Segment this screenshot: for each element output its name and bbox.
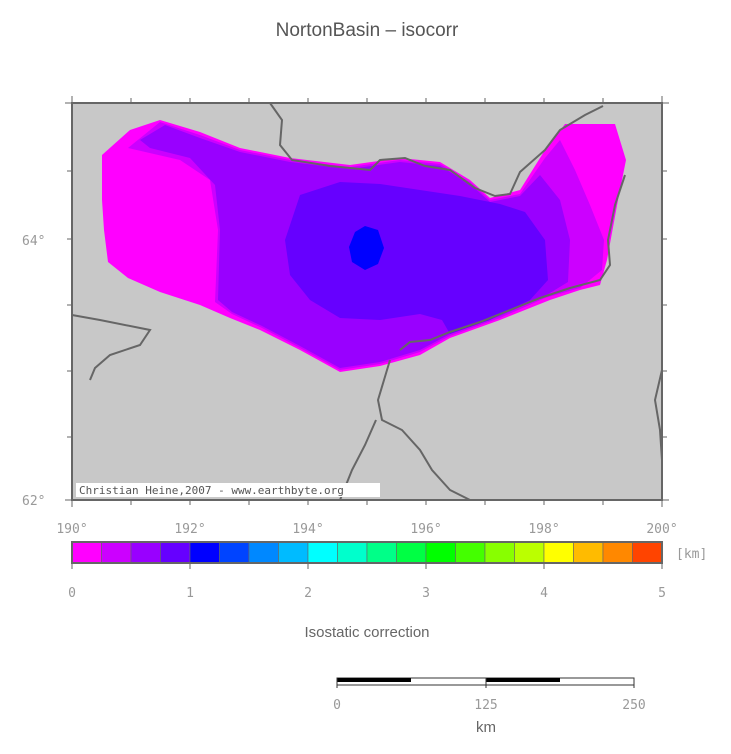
lon-label-190: 190° — [56, 522, 87, 537]
scalebar-unit: km — [476, 719, 496, 736]
colorbar-cell — [573, 541, 604, 564]
lon-label-198: 198° — [528, 522, 559, 537]
coastline-south — [376, 359, 471, 501]
colorbar-cell — [632, 541, 663, 564]
colorbar-cell — [455, 541, 486, 564]
credit-background — [76, 483, 380, 497]
map-panel: Christian Heine,2007 - www.earthbyte.org — [71, 102, 663, 501]
coastline-north — [269, 102, 604, 198]
colorbar-cell — [71, 541, 102, 564]
colorbar-cell — [160, 541, 191, 564]
coastline-east — [399, 174, 626, 351]
colorbar-cell — [514, 541, 545, 564]
colorbar — [71, 541, 663, 569]
coastline-west — [71, 314, 152, 381]
colorbar-unit: [km] — [676, 547, 707, 562]
colorbar-cell — [307, 541, 338, 564]
map-title: NortonBasin – isocorr — [276, 20, 459, 41]
lon-label-200: 200° — [646, 522, 677, 537]
scalebar-label-0: 0 — [333, 698, 341, 713]
basin-zone-indigo — [285, 182, 548, 334]
colorbar-cell — [366, 541, 397, 564]
colorbar-cell — [396, 541, 427, 564]
colorbar-label-2: 2 — [304, 586, 312, 601]
colorbar-label-4: 4 — [540, 586, 548, 601]
frame-ticks — [65, 96, 669, 507]
lon-label-192: 192° — [174, 522, 205, 537]
lat-label-64: 64° — [22, 234, 45, 249]
colorbar-cell — [543, 541, 574, 564]
colorbar-caption: Isostatic correction — [304, 624, 429, 641]
colorbar-label-5: 5 — [658, 586, 666, 601]
lon-label-196: 196° — [410, 522, 441, 537]
colorbar-frame — [71, 541, 663, 564]
colorbar-label-0: 0 — [68, 586, 76, 601]
colorbar-cell — [337, 541, 368, 564]
basin-zone-blue-deep — [349, 226, 384, 270]
colorbar-cell — [484, 541, 515, 564]
lon-label-194: 194° — [292, 522, 323, 537]
scalebar-label-125: 125 — [474, 698, 497, 713]
colorbar-label-1: 1 — [186, 586, 194, 601]
colorbar-cell — [219, 541, 250, 564]
colorbar-cell — [602, 541, 633, 564]
scale-bar — [336, 677, 635, 688]
colorbar-cell — [248, 541, 279, 564]
colorbar-cell — [130, 541, 161, 564]
colorbar-cell — [101, 541, 132, 564]
scalebar-label-250: 250 — [622, 698, 645, 713]
lat-label-62: 62° — [22, 494, 45, 509]
colorbar-label-3: 3 — [422, 586, 430, 601]
colorbar-cell — [189, 541, 220, 564]
credit-text: Christian Heine,2007 - www.earthbyte.org — [79, 484, 344, 497]
colorbar-cell — [278, 541, 309, 564]
colorbar-cell — [425, 541, 456, 564]
